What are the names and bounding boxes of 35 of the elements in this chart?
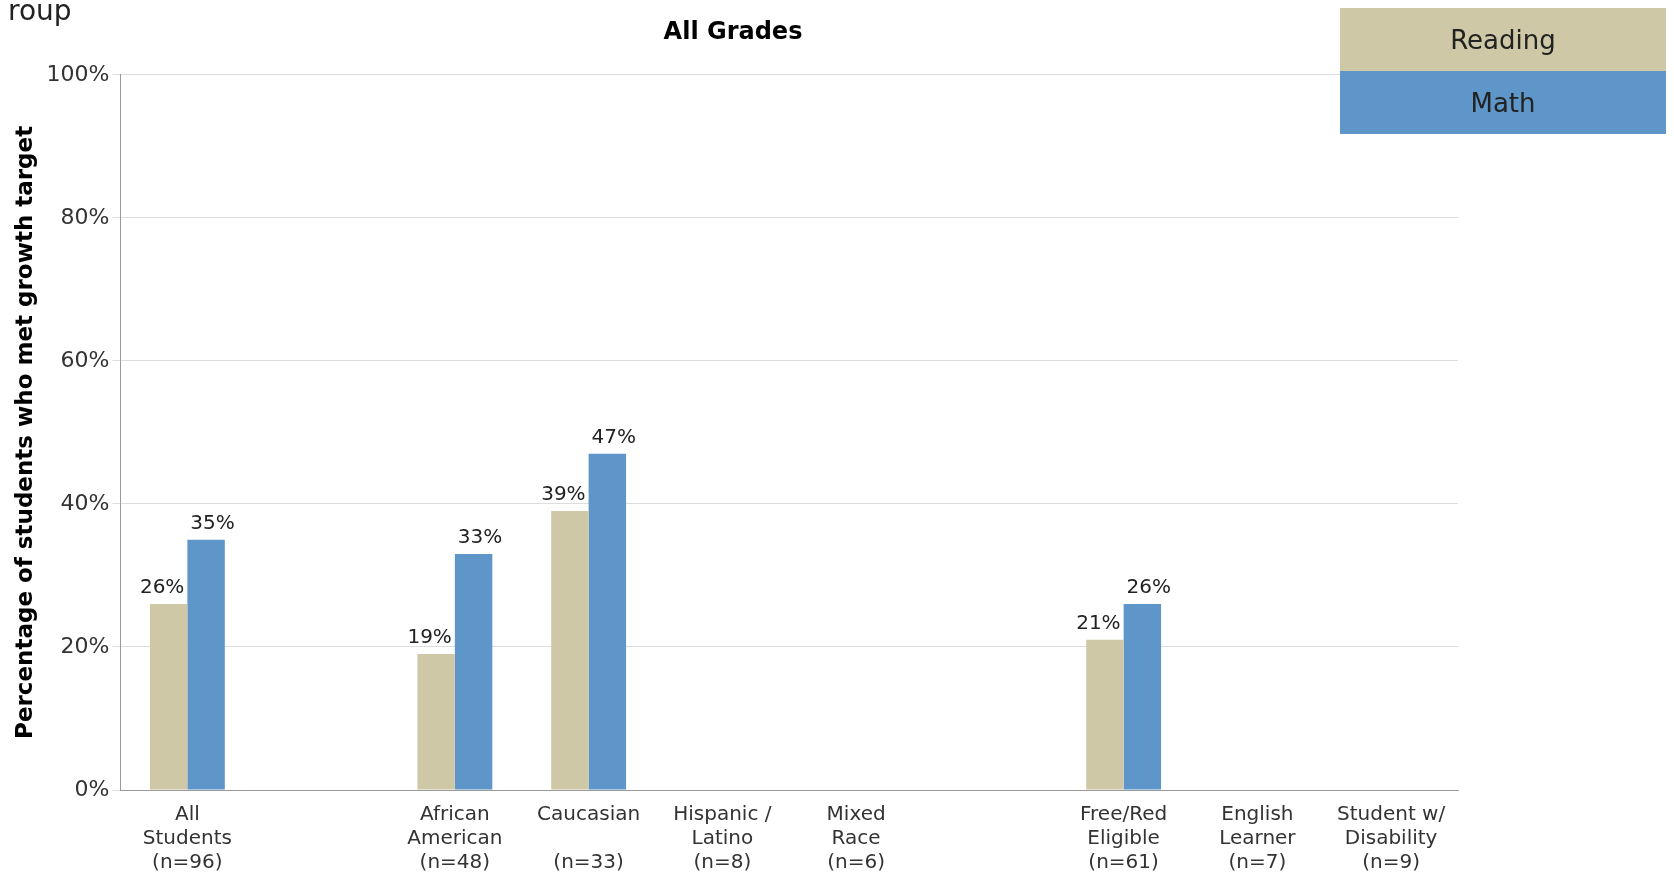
bar	[149, 604, 188, 790]
text: Reading	[1340, 8, 1666, 71]
x-tick-label: English Learner (n=7)	[1219, 801, 1297, 874]
bar	[187, 539, 225, 790]
x-tick-label: All Students (n=96)	[142, 801, 232, 874]
x-tick-label: Mixed Race (n=6)	[826, 801, 886, 874]
x-tick-label: African American (n=48)	[407, 801, 503, 874]
x-tick-label: Student w/ Disability (n=9)	[1337, 801, 1446, 874]
data-label: 26%	[1126, 574, 1172, 599]
bar	[454, 553, 493, 790]
y-tick-label: 80%	[60, 203, 110, 229]
y-tick-label: 60%	[60, 346, 110, 372]
y-tick-label: 20%	[60, 632, 110, 658]
bar	[1086, 639, 1124, 790]
bar	[417, 654, 455, 790]
y-tick-label: 40%	[60, 489, 110, 515]
text: roup	[8, 0, 72, 27]
data-label: 39%	[541, 481, 586, 506]
bar	[1123, 604, 1162, 790]
x-tick-label: Free/Red Eligible (n=61)	[1080, 801, 1168, 874]
data-label: 19%	[407, 624, 452, 649]
x-tick-label: Hispanic / Latino (n=8)	[673, 801, 772, 874]
bar	[588, 453, 627, 790]
y-tick-label: 0%	[74, 775, 110, 801]
bar	[551, 511, 589, 790]
data-label: 47%	[591, 424, 637, 449]
data-label: 21%	[1076, 610, 1121, 635]
text: Math	[1340, 71, 1666, 134]
y-tick-label: 100%	[46, 60, 110, 86]
data-label: 33%	[457, 524, 503, 549]
data-label: 26%	[139, 574, 185, 599]
category-label: Caucasian (n=33)	[537, 801, 641, 874]
chart-title: All Grades	[663, 16, 803, 45]
y-axis-title: Percentage of students who met growth target	[10, 125, 37, 739]
data-label: 35%	[190, 509, 235, 534]
